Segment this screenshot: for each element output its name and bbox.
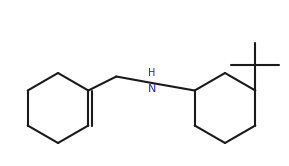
Text: N: N (148, 84, 156, 94)
Text: H: H (148, 68, 156, 78)
